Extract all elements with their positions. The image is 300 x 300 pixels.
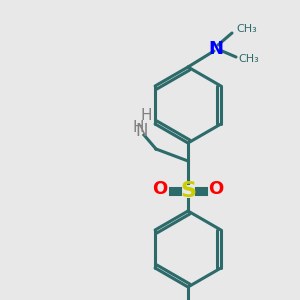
Text: CH₃: CH₃ <box>236 24 257 34</box>
Text: CH₃: CH₃ <box>238 54 259 64</box>
Text: N: N <box>208 40 224 58</box>
Text: O: O <box>152 180 168 198</box>
Text: N: N <box>136 122 148 140</box>
Text: S: S <box>180 181 196 201</box>
Text: H: H <box>140 107 152 122</box>
Text: O: O <box>208 180 224 198</box>
Text: H: H <box>132 119 144 134</box>
